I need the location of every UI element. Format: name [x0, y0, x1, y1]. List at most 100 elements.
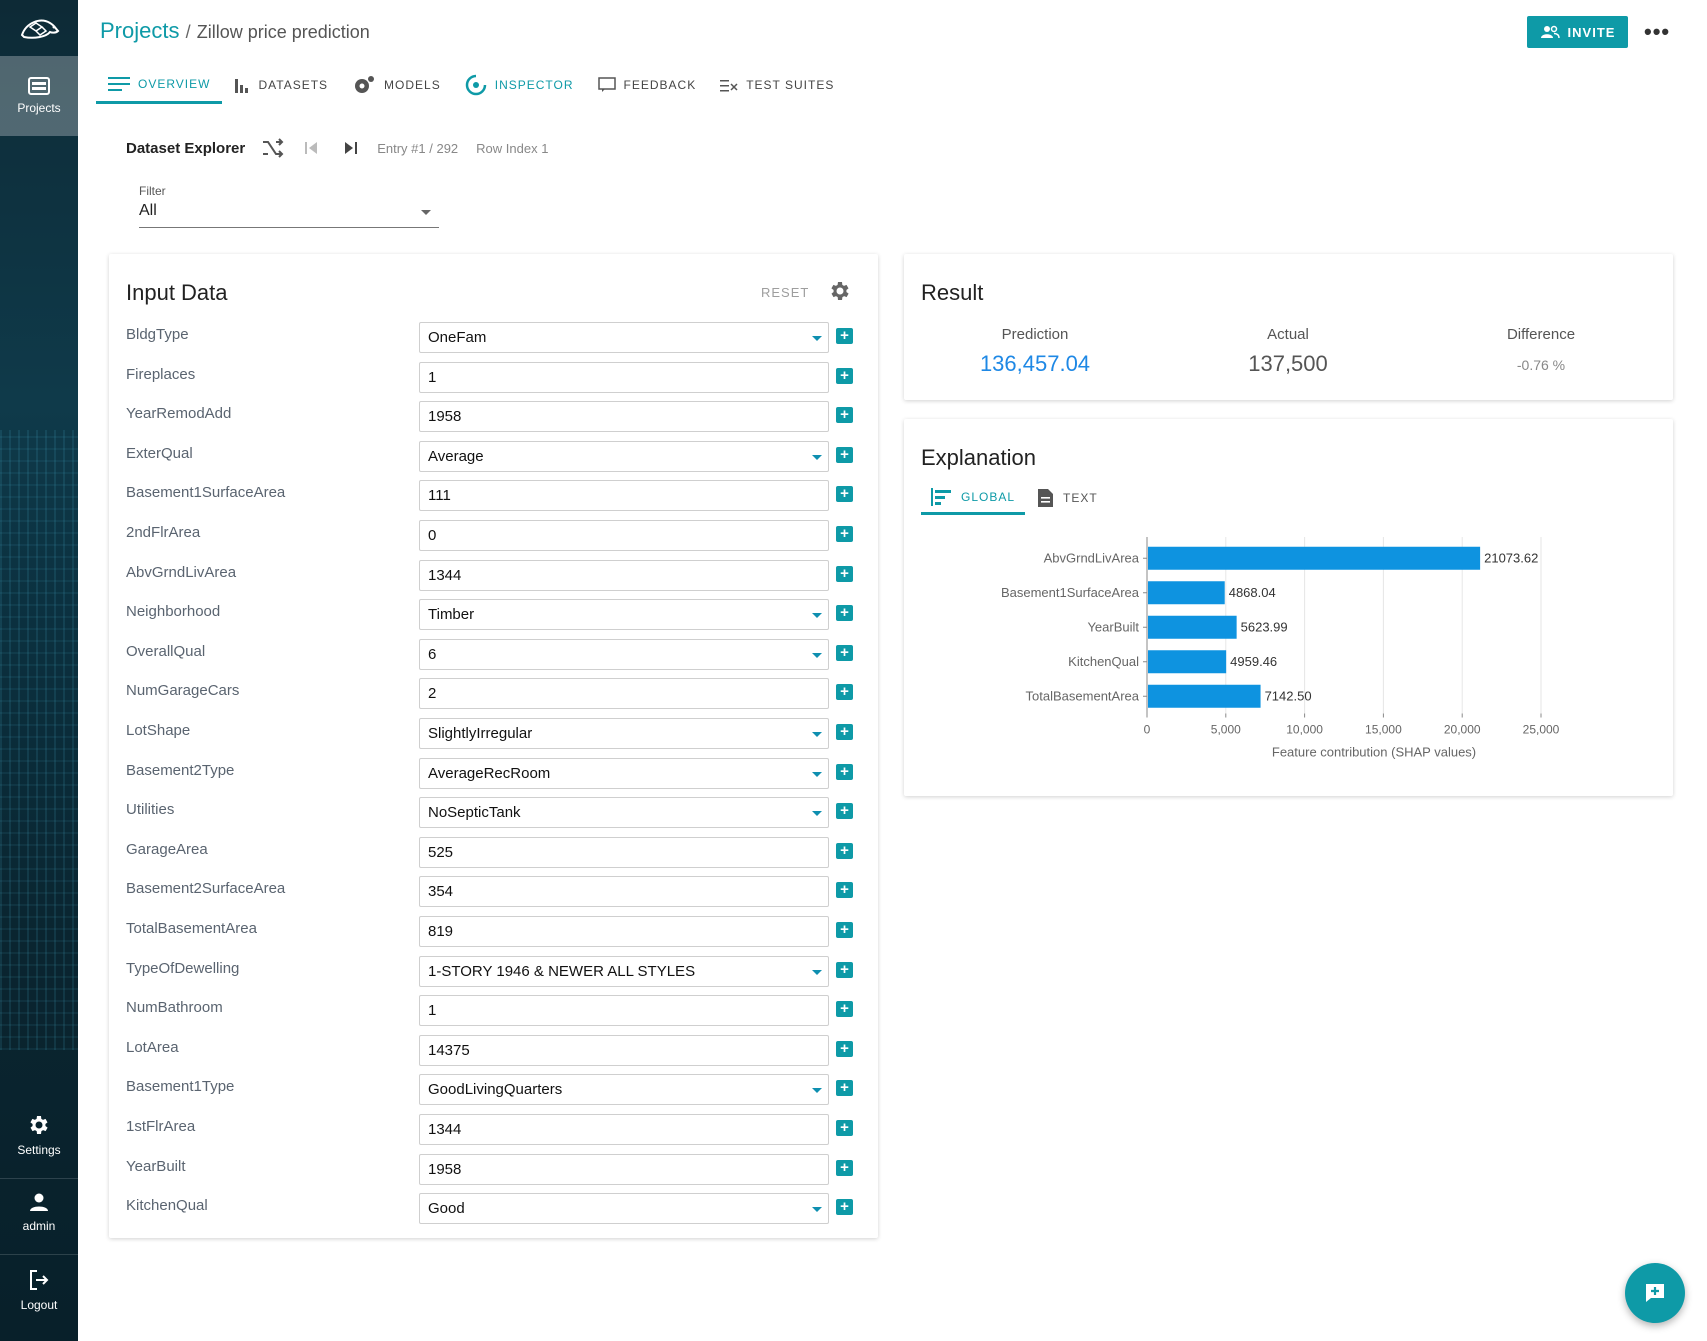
feature-name: NumBathroom [126, 999, 223, 1017]
sidebar-item-projects[interactable]: Projects [0, 56, 78, 136]
add-feedback-icon[interactable]: + [836, 486, 853, 503]
breadcrumb-separator: / [185, 22, 191, 42]
add-feedback-icon[interactable]: + [836, 763, 853, 780]
first-entry-icon[interactable] [303, 140, 319, 156]
x-tick-label: 25,000 [1523, 723, 1560, 737]
tab-test-suites[interactable]: TEST SUITES [708, 66, 846, 104]
feature-value: OneFam [428, 329, 487, 346]
feature-input[interactable]: 1958 [419, 1153, 829, 1185]
bar [1148, 615, 1237, 639]
feature-select[interactable]: NoSepticTank [419, 797, 829, 829]
add-feedback-icon[interactable]: + [836, 842, 853, 859]
add-feedback-icon[interactable]: + [836, 565, 853, 582]
feature-input[interactable]: 354 [419, 876, 829, 908]
x-tick-label: 15,000 [1365, 723, 1402, 737]
feature-input[interactable]: 111 [419, 480, 829, 512]
feature-value: SlightlyIrregular [428, 725, 533, 742]
dataset-explorer-bar: Dataset Explorer Entry #1 / 292 Row Inde… [126, 138, 548, 158]
add-feedback-icon[interactable]: + [836, 644, 853, 661]
add-feedback-icon[interactable]: + [836, 446, 853, 463]
feature-input[interactable]: 1344 [419, 1114, 829, 1145]
overview-icon [108, 76, 130, 91]
add-feedback-icon[interactable]: + [836, 1199, 853, 1216]
add-feedback-icon[interactable]: + [836, 961, 853, 978]
feature-value: 6 [428, 645, 437, 663]
more-options-icon[interactable]: ••• [1644, 19, 1671, 44]
input-row: GarageArea 525 + [109, 836, 878, 876]
tab-overview[interactable]: OVERVIEW [96, 66, 223, 104]
shuffle-icon[interactable] [261, 138, 285, 158]
tab-global[interactable]: GLOBAL [921, 481, 1026, 515]
gear-icon[interactable] [828, 279, 852, 303]
feature-value: Average [428, 447, 484, 465]
add-feedback-icon[interactable]: + [836, 1159, 853, 1176]
dataset-explorer-title: Dataset Explorer [126, 139, 246, 157]
add-feedback-icon[interactable]: + [836, 1040, 853, 1057]
feature-input[interactable]: 1344 [419, 559, 829, 591]
explanation-title: Explanation [921, 445, 1036, 470]
filter-select[interactable]: Filter All [139, 184, 439, 228]
data-label: 4959.46 [1230, 654, 1277, 669]
feature-input[interactable]: 1 [419, 995, 829, 1027]
tab-inspector[interactable]: INSPECTOR [453, 66, 586, 104]
feature-select[interactable]: 6 [419, 638, 829, 670]
sidebar: Projects Settings admin Logout [0, 0, 78, 1341]
add-feedback-icon[interactable]: + [836, 526, 853, 542]
feedback-fab-button[interactable] [1625, 1263, 1685, 1323]
add-feedback-icon[interactable]: + [836, 367, 853, 384]
breadcrumb-projects-link[interactable]: Projects [100, 18, 180, 43]
sidebar-item-settings[interactable]: Settings [0, 1113, 78, 1157]
add-feedback-icon[interactable]: + [836, 1120, 853, 1136]
test-suites-icon [720, 80, 738, 92]
feature-input[interactable]: 525 [419, 836, 829, 868]
feature-select[interactable]: 1-STORY 1946 & NEWER ALL STYLES [419, 955, 829, 987]
add-feedback-icon[interactable]: + [836, 882, 853, 899]
tab-label: FEEDBACK [623, 78, 697, 92]
chevron-down-icon [812, 454, 822, 460]
tab-models[interactable]: MODELS [340, 66, 453, 104]
reset-button[interactable]: RESET [761, 285, 810, 300]
feature-name: Basement2Type [126, 761, 235, 779]
add-feedback-icon[interactable]: + [836, 1001, 853, 1018]
bar [1148, 650, 1227, 674]
feature-input[interactable]: 819 [419, 916, 829, 947]
feature-input[interactable]: 14375 [419, 1034, 829, 1066]
tab-label: INSPECTOR [494, 78, 574, 92]
add-feedback-icon[interactable]: + [836, 724, 853, 740]
datasets-icon [235, 79, 249, 93]
feature-input[interactable]: 2 [419, 678, 829, 710]
feature-value: NoSepticTank [428, 804, 521, 822]
prediction-block: Prediction 136,457.04 [935, 326, 1135, 377]
filter-value-field[interactable]: All [139, 202, 439, 228]
add-feedback-icon[interactable]: + [836, 684, 853, 701]
next-entry-icon[interactable] [343, 140, 359, 156]
add-feedback-icon[interactable]: + [836, 922, 853, 938]
input-row: LotShape SlightlyIrregular + [109, 718, 878, 757]
feature-input[interactable]: 1958 [419, 401, 829, 433]
add-feedback-icon[interactable]: + [836, 328, 853, 344]
feature-select[interactable]: GoodLivingQuarters [419, 1074, 829, 1106]
breadcrumb: Projects / Zillow price prediction [100, 18, 370, 44]
feature-select[interactable]: Average [419, 440, 829, 472]
app-logo[interactable] [0, 0, 78, 56]
feature-select[interactable]: AverageRecRoom [419, 757, 829, 789]
add-feedback-icon[interactable]: + [836, 1080, 853, 1097]
group-add-icon [1540, 25, 1560, 39]
input-row: TypeOfDewelling 1-STORY 1946 & NEWER ALL … [109, 955, 878, 995]
tab-datasets[interactable]: DATASETS [222, 66, 340, 104]
feature-select[interactable]: Good [419, 1193, 829, 1225]
invite-button[interactable]: INVITE [1527, 16, 1628, 48]
add-feedback-icon[interactable]: + [836, 605, 853, 622]
tab-feedback[interactable]: FEEDBACK [586, 66, 709, 104]
sidebar-item-user[interactable]: admin [0, 1191, 78, 1233]
add-feedback-icon[interactable]: + [836, 803, 853, 820]
feature-input[interactable]: 1 [419, 361, 829, 393]
feature-select[interactable]: OneFam [419, 322, 829, 353]
feature-select[interactable]: SlightlyIrregular [419, 718, 829, 749]
feature-select[interactable]: Timber [419, 599, 829, 631]
tab-text[interactable]: TEXT [1025, 481, 1108, 515]
feature-input[interactable]: 0 [419, 520, 829, 551]
sidebar-item-logout[interactable]: Logout [0, 1268, 78, 1312]
add-feedback-icon[interactable]: + [836, 407, 853, 424]
feature-value: 1-STORY 1946 & NEWER ALL STYLES [428, 962, 696, 980]
